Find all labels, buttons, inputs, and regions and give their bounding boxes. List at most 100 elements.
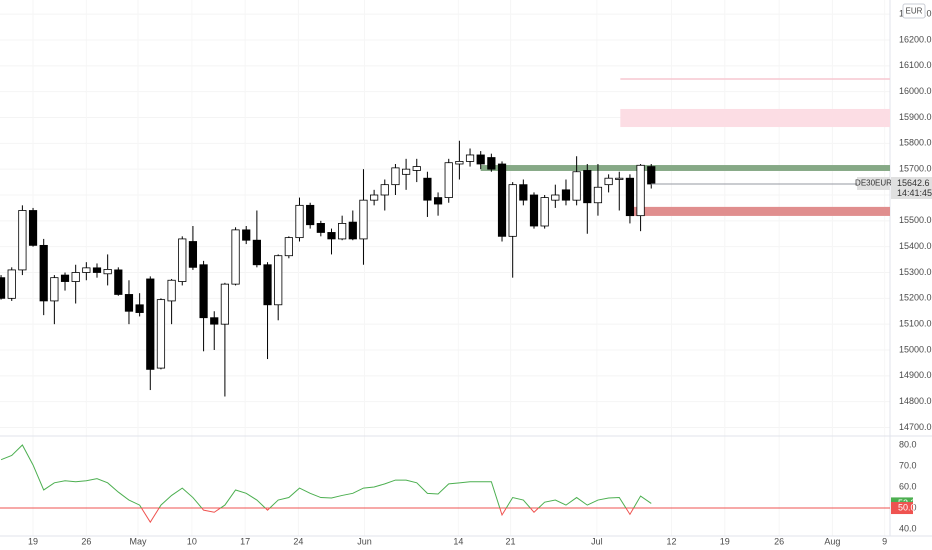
candle-body [583,170,592,204]
candle-body [370,194,379,201]
time-tick-label: 24 [293,536,303,546]
candle-body [252,239,261,266]
indicator-tick-label: 80.0 [899,439,917,449]
candle-body [380,184,389,196]
symbol-label: DE30EUR [855,179,892,188]
indicator-tick-label: 40.0 [899,523,917,533]
price-tick-label: 16200.0 [899,34,932,44]
candle-body [476,154,485,165]
price-tick-label: 15900.0 [899,112,932,122]
candle-body [487,157,496,170]
symbol-tag [857,176,890,190]
candle-body [124,294,134,312]
candle-body [306,204,315,226]
price-zone [632,206,890,216]
price-tick-label: 15500.0 [899,215,932,225]
candle-body [82,267,91,273]
candle-body [423,177,432,201]
price-tick-label: 16000.0 [899,86,932,96]
candle-body [28,210,38,246]
candle-body [327,232,336,240]
price-tick-label: 15800.0 [899,138,932,148]
price-tick-label: 15400.0 [899,241,932,251]
time-tick-label: Jul [591,536,603,546]
candle-body [274,255,283,306]
time-tick-label: Jun [357,536,372,546]
candle-body [625,177,635,217]
candle-body [103,269,112,275]
candle-body [497,163,507,237]
candle-body [242,229,251,241]
time-tick-label: 19 [720,536,730,546]
last-price-tag [891,176,932,199]
time-tick-label: 19 [28,536,38,546]
candle-body [156,299,166,369]
candle-body [316,223,325,233]
time-tick-label: 26 [774,536,784,546]
time-tick-label: May [130,536,148,546]
indicator-line-below [140,508,635,524]
candle-body [220,283,229,325]
candle-body [561,189,571,201]
currency-label: EUR [906,7,923,16]
time-tick-label: 21 [506,536,516,546]
candle-body [135,304,144,313]
candle-body [39,244,48,302]
candle-body [444,162,453,198]
candle-body [551,194,560,201]
time-tick-label: 12 [666,536,676,546]
price-tick-label: 14700.0 [899,422,932,432]
time-tick-label: 17 [240,536,250,546]
indicator-tick-label: 70.0 [899,460,917,470]
currency-badge [902,3,926,19]
time-tick-label: 9 [882,536,887,546]
price-tick-label: 15100.0 [899,319,932,329]
candle-body [60,274,70,282]
candle-body [508,184,517,237]
candle-body [167,279,176,302]
candle-body [146,278,155,370]
candle-body [433,197,443,205]
candle-body [0,277,6,299]
countdown-label: 14:41:45 [897,188,932,198]
candle-body [636,164,645,217]
price-tick-label: 15700.0 [899,164,932,174]
candle-body [231,229,240,285]
price-zone [480,165,890,171]
candle-body [615,177,624,180]
candle-body [92,267,102,273]
candle-body [338,223,347,240]
price-tick-label: 15200.0 [899,293,932,303]
price-zone [620,78,890,80]
candle-body [50,277,59,302]
candle-body [210,317,219,325]
time-tick-label: Aug [824,536,840,546]
time-tick-label: 10 [187,536,197,546]
candle-body [401,168,411,175]
last-price-label: 15642.6 [897,178,930,188]
candle-body [412,166,421,171]
candle-body [188,241,198,268]
candle-body [18,210,27,271]
candle-body [455,161,464,165]
price-tick-label: 15000.0 [899,344,932,354]
candle-body [391,167,400,186]
candle-body [519,184,528,201]
candle-body [604,177,613,186]
candle-body [465,154,475,162]
indicator-level-tag [891,502,913,515]
candle-body [593,186,603,204]
candle-body [284,237,293,257]
candle-body [178,238,187,282]
price-tick-label: 14900.0 [899,370,932,380]
price-zone [620,108,890,128]
price-tick-label: 14800.0 [899,396,932,406]
candle-body [71,272,80,282]
candle-body [263,264,272,306]
candle-body [572,171,581,201]
price-tick-label: 15300.0 [899,267,932,277]
candle-body [647,166,656,185]
candle-body [295,204,304,239]
indicator-tick-label: 60.0 [899,481,917,491]
